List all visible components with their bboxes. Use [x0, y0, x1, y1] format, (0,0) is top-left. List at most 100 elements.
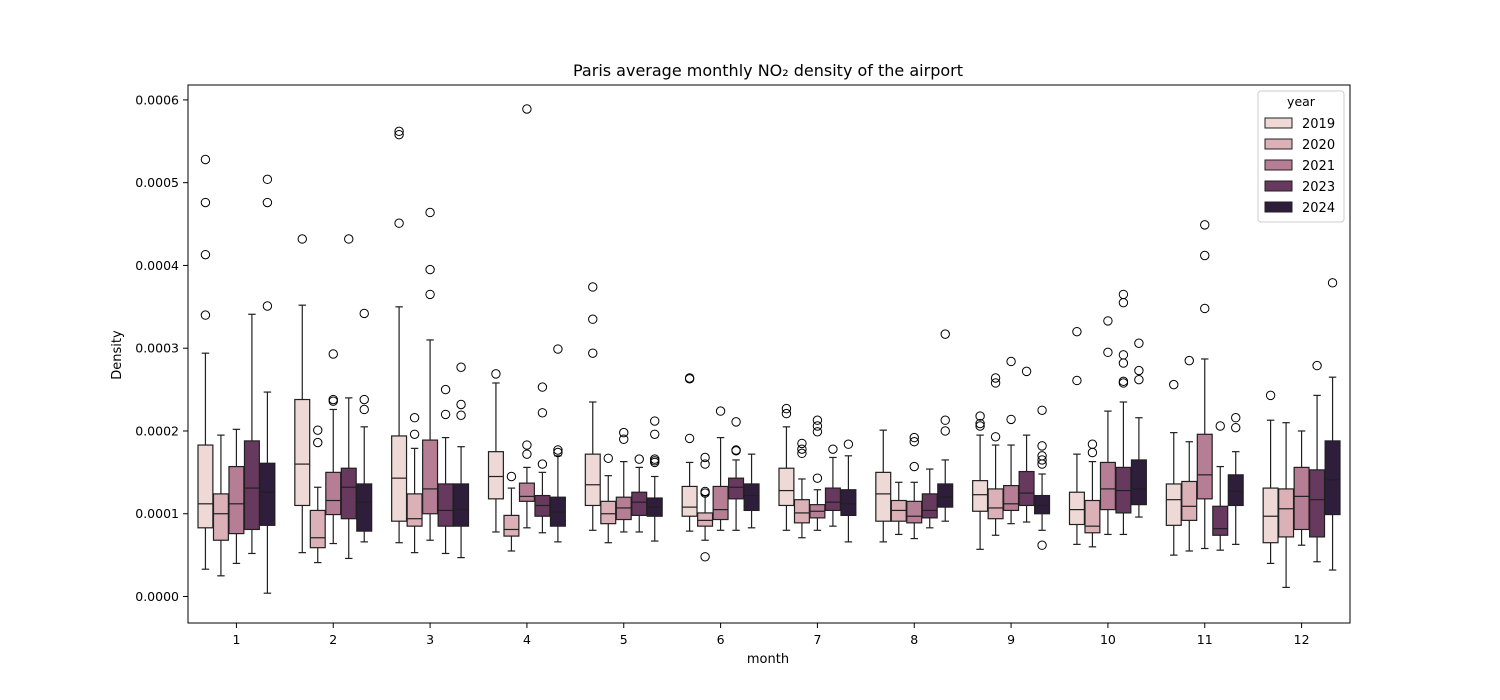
outlier-point: [409, 413, 420, 423]
box-iqr: [259, 462, 276, 526]
outlier-point: [522, 104, 532, 114]
box-month-8-year-2019: [875, 429, 892, 543]
x-tick-label: 9: [1007, 632, 1015, 647]
box-iqr: [325, 471, 342, 516]
outlier-point: [1231, 413, 1241, 423]
box-month-6-year-2021: [712, 406, 729, 531]
outlier-point: [394, 218, 404, 228]
outlier-point: [522, 440, 532, 450]
outlier-point: [1006, 414, 1016, 425]
box-iqr: [1293, 466, 1310, 531]
box-month-5-year-2024: [646, 416, 663, 542]
box-month-11-year-2020: [1181, 355, 1198, 552]
outlier-point: [1103, 347, 1113, 358]
x-tick-label: 3: [426, 632, 434, 647]
outlier-point: [1037, 441, 1047, 451]
outlier-point: [797, 448, 807, 459]
outlier-point: [1118, 376, 1129, 387]
outlier-point: [940, 329, 950, 339]
legend-label-2024: 2024: [1302, 201, 1335, 216]
box-iqr: [1262, 487, 1279, 544]
outlier-point: [456, 362, 466, 372]
outlier-point: [619, 434, 629, 444]
series-2021: [228, 104, 1310, 565]
box-month-9-year-2019: [972, 411, 989, 550]
box-iqr: [972, 480, 989, 512]
box-month-8-year-2023: [921, 468, 938, 529]
box-iqr: [712, 485, 729, 521]
outlier-point: [200, 154, 211, 165]
outlier-point: [491, 369, 501, 379]
legend-label-2021: 2021: [1302, 159, 1335, 174]
outlier-point: [975, 418, 985, 429]
outlier-point: [553, 445, 563, 455]
outlier-point: [1087, 447, 1098, 458]
chart-title: Paris average monthly NO₂ density of the…: [573, 61, 963, 80]
y-tick-label: 0.0001: [135, 506, 179, 521]
outlier-point: [262, 174, 273, 185]
legend-swatch-2020: [1264, 138, 1293, 150]
outlier-point: [1118, 297, 1129, 308]
outlier-point: [909, 437, 919, 447]
outlier-point: [731, 445, 741, 455]
outlier-point: [1103, 316, 1113, 326]
legend: year 2019 2020 2021 2023 2024: [1257, 90, 1345, 223]
box-month-5-year-2021: [615, 427, 632, 533]
box-iqr: [728, 477, 745, 500]
outlier-point: [1021, 366, 1032, 377]
box-iqr: [197, 444, 214, 529]
box-iqr: [743, 483, 760, 512]
x-tick-label: 1: [232, 632, 240, 647]
box-month-2-year-2024: [356, 308, 373, 543]
y-tick-label: 0.0005: [135, 175, 179, 190]
box-month-12-year-2024: [1324, 278, 1341, 571]
outlier-point: [990, 378, 1001, 388]
box-month-6-year-2024: [743, 453, 760, 529]
box-iqr: [503, 514, 520, 537]
box-iqr: [1196, 433, 1213, 500]
x-tick-label: 12: [1294, 632, 1310, 647]
box-iqr: [518, 482, 535, 502]
outlier-point: [1231, 422, 1241, 433]
outlier-point: [975, 411, 985, 421]
outlier-point: [1072, 326, 1082, 337]
legend-swatch-2021: [1264, 159, 1293, 171]
outlier-point: [1087, 439, 1098, 449]
box-month-8-year-2020: [890, 481, 907, 536]
outlier-point: [1215, 421, 1225, 431]
box-iqr: [309, 509, 326, 549]
outlier-point: [781, 403, 792, 414]
box-month-7-year-2021: [809, 415, 826, 531]
box-iqr: [1003, 485, 1020, 512]
legend-label-2020: 2020: [1302, 138, 1335, 153]
outlier-point: [537, 459, 548, 469]
box-iqr: [1068, 491, 1085, 526]
outlier-point: [1037, 405, 1047, 415]
box-month-4-year-2019: [487, 369, 504, 533]
x-tick-label: 4: [523, 632, 531, 647]
outlier-point: [522, 449, 532, 459]
x-tick-label: 6: [717, 632, 725, 647]
box-month-7-year-2020: [793, 438, 810, 539]
outlier-point: [1265, 390, 1276, 401]
outlier-point: [456, 399, 466, 410]
outlier-point: [781, 408, 792, 419]
box-iqr: [681, 485, 698, 517]
outlier-point: [262, 301, 273, 311]
box-month-10-year-2024: [1130, 338, 1147, 518]
box-iqr: [631, 491, 648, 516]
outlier-point: [940, 415, 950, 425]
box-iqr: [875, 471, 892, 522]
outlier-point: [684, 373, 695, 383]
outlier-point: [506, 471, 517, 482]
box-month-12-year-2023: [1309, 360, 1326, 563]
outlier-point: [1200, 250, 1210, 261]
box-month-12-year-2019: [1262, 390, 1279, 565]
y-tick-label: 0.0006: [135, 92, 179, 107]
box-month-1-year-2021: [228, 428, 245, 565]
box-iqr: [697, 512, 714, 527]
y-tick-label: 0.0004: [135, 258, 179, 273]
box-month-3-year-2021: [422, 207, 439, 541]
box-iqr: [453, 483, 470, 527]
outlier-point: [1072, 375, 1082, 386]
